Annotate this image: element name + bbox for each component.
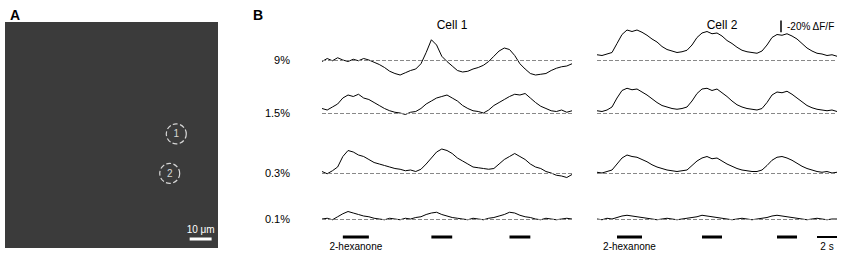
svg-text:10 μm: 10 μm (187, 224, 215, 235)
svg-text:B: B (253, 7, 263, 23)
svg-text:1: 1 (173, 128, 179, 139)
svg-text:A: A (10, 7, 20, 23)
svg-text:9%: 9% (274, 54, 290, 66)
svg-text:1.5%: 1.5% (265, 107, 290, 119)
svg-text:2-hexanone: 2-hexanone (329, 241, 382, 252)
svg-text:0.3%: 0.3% (265, 167, 290, 179)
svg-text:0.1%: 0.1% (265, 213, 290, 225)
svg-text:-20% ΔF/F: -20% ΔF/F (787, 21, 834, 32)
svg-text:Cell 1: Cell 1 (437, 18, 468, 32)
svg-text:Cell 2: Cell 2 (707, 18, 738, 32)
svg-text:2: 2 (167, 168, 173, 179)
svg-text:2 s: 2 s (820, 241, 833, 252)
svg-text:2-hexanone: 2-hexanone (603, 241, 656, 252)
